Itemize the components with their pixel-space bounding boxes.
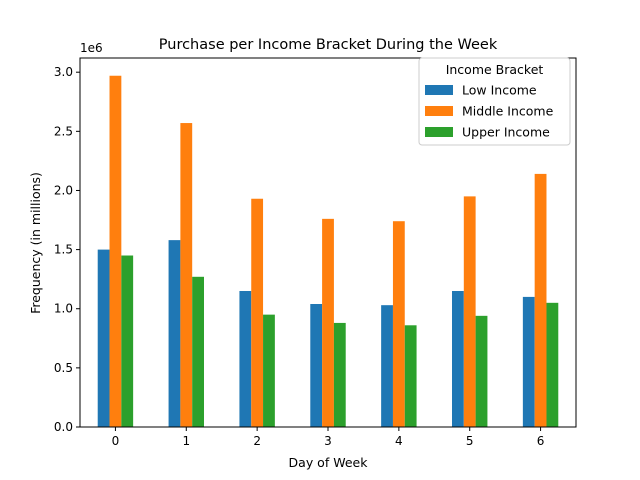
- bar-upper-income-0: [121, 255, 134, 427]
- bar-low-income-4: [381, 305, 393, 427]
- bar-upper-income-6: [546, 302, 559, 427]
- axes-group: 0.0 0.5 1.0 1.5 2.0 2.5 3.0 0 1 2 3 4 5 6: [54, 57, 577, 448]
- x-tick-label: 4: [395, 434, 403, 448]
- bar-low-income-1: [168, 240, 181, 427]
- bar-middle-income-4: [392, 221, 405, 427]
- bar-low-income-5: [452, 290, 464, 427]
- bar-upper-income-1: [192, 276, 204, 427]
- chart-title: Purchase per Income Bracket During the W…: [159, 37, 498, 53]
- y-axis-label: Frequency (in millions): [28, 172, 43, 314]
- y-tick-label: 1.5: [54, 243, 73, 257]
- bars-group: [97, 75, 559, 428]
- legend-title: Income Bracket: [446, 62, 544, 77]
- bar-low-income-2: [239, 290, 252, 427]
- y-tick-label: 0.0: [54, 420, 73, 434]
- y-tick-label: 2.5: [54, 124, 73, 138]
- legend-swatch: [425, 127, 453, 137]
- legend-swatch: [425, 85, 453, 95]
- legend-entry-label: Middle Income: [462, 104, 554, 119]
- y-axis-offset-label: 1e6: [80, 41, 103, 55]
- legend-entry-label: Low Income: [462, 83, 537, 98]
- legend-box: [418, 57, 571, 146]
- y-tick-label: 1.0: [54, 302, 73, 316]
- bar-middle-income-6: [534, 173, 547, 427]
- y-tick-label: 3.0: [54, 65, 73, 79]
- bar-upper-income-5: [475, 315, 488, 427]
- bar-upper-income-4: [404, 325, 417, 427]
- legend-entry-label: Upper Income: [462, 125, 550, 140]
- bar-low-income-3: [310, 304, 323, 427]
- x-tick-label: 0: [112, 434, 120, 448]
- bar-middle-income-3: [322, 218, 334, 427]
- bar-low-income-0: [97, 249, 110, 427]
- bar-middle-income-0: [109, 75, 122, 428]
- y-tick-label: 0.5: [54, 361, 73, 375]
- bar-upper-income-2: [263, 314, 275, 427]
- x-tick-label: 1: [182, 434, 190, 448]
- legend-swatch: [425, 106, 453, 116]
- x-axis-label: Day of Week: [289, 455, 369, 470]
- x-tick-label: 6: [537, 434, 545, 448]
- bar-middle-income-1: [180, 123, 193, 428]
- bar-middle-income-2: [251, 198, 264, 427]
- x-tick-label: 3: [324, 434, 332, 448]
- bar-upper-income-3: [333, 322, 346, 427]
- x-tick-label: 2: [253, 434, 261, 448]
- bar-middle-income-5: [463, 196, 476, 428]
- legend: Income Bracket Low Income Middle Income Upp…: [418, 57, 571, 146]
- bar-low-income-6: [522, 296, 535, 427]
- y-tick-label: 2.0: [54, 183, 73, 197]
- x-tick-label: 5: [466, 434, 474, 448]
